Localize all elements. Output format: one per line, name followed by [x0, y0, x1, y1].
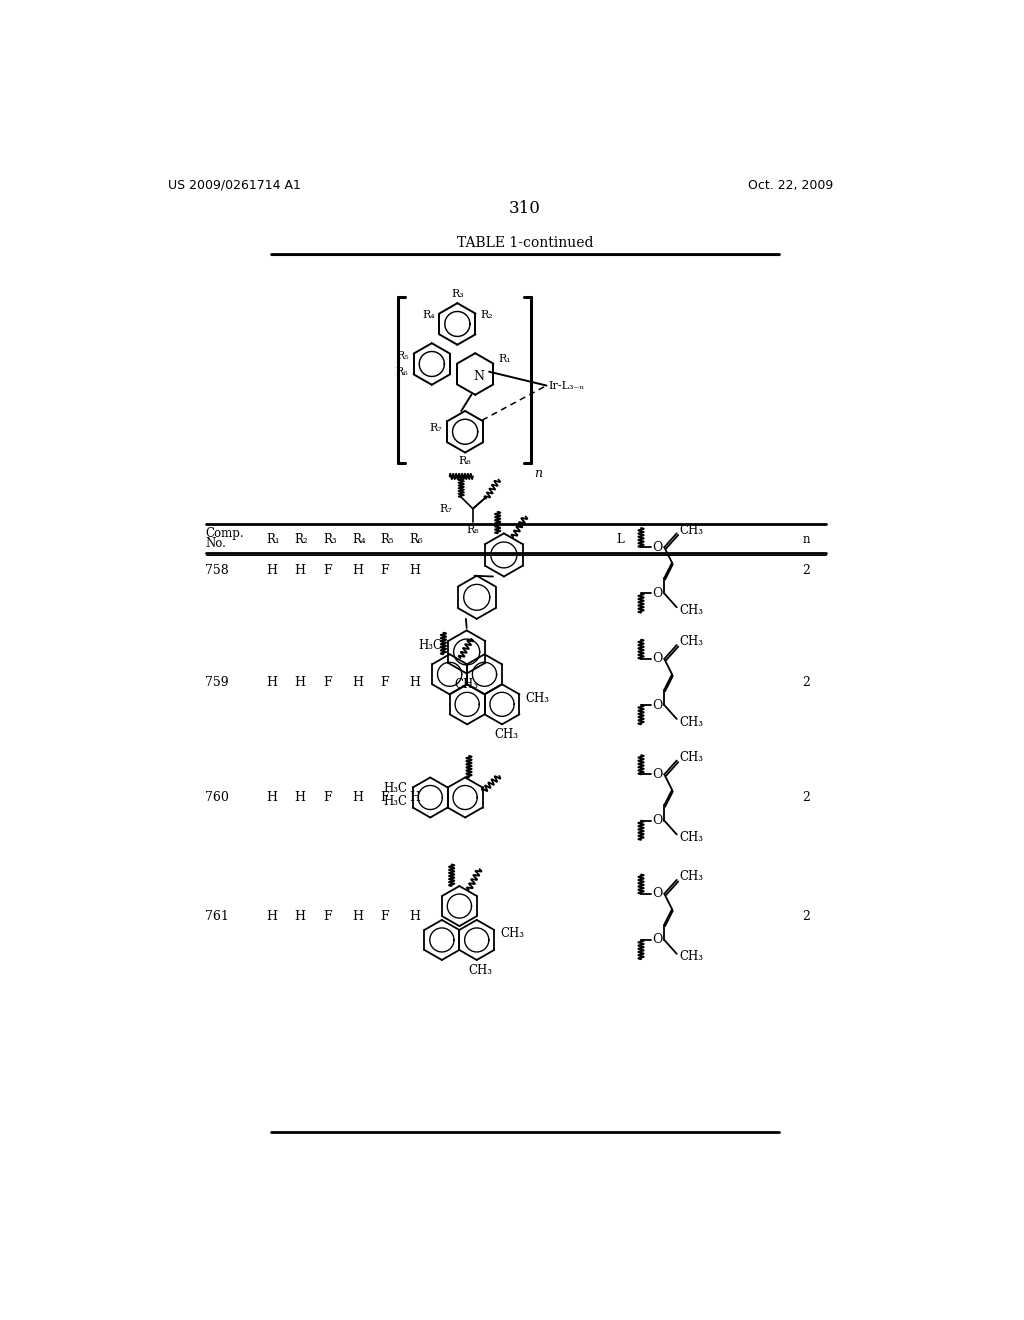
Text: O: O	[652, 933, 664, 946]
Text: R₅: R₅	[381, 533, 394, 546]
Text: N: N	[473, 370, 484, 383]
Text: H: H	[295, 676, 305, 689]
Text: R₈: R₈	[459, 457, 471, 466]
Text: n: n	[535, 467, 542, 480]
Text: F: F	[324, 676, 332, 689]
Text: H₃C: H₃C	[383, 795, 407, 808]
Text: H: H	[266, 676, 276, 689]
Text: No.: No.	[206, 537, 226, 550]
Text: H: H	[295, 911, 305, 924]
Text: R₆: R₆	[396, 367, 409, 376]
Text: O: O	[652, 887, 664, 900]
Text: H: H	[410, 791, 420, 804]
Text: CH₃: CH₃	[500, 927, 524, 940]
Text: H: H	[352, 911, 362, 924]
Text: R₁: R₁	[499, 354, 511, 363]
Text: 2: 2	[802, 911, 810, 924]
Text: CH₃: CH₃	[679, 715, 703, 729]
Text: US 2009/0261714 A1: US 2009/0261714 A1	[168, 178, 301, 191]
Text: F: F	[381, 791, 389, 804]
Text: CH₃: CH₃	[455, 678, 478, 692]
Text: CH₃: CH₃	[679, 603, 703, 616]
Text: Comp.: Comp.	[206, 527, 244, 540]
Text: H: H	[295, 791, 305, 804]
Text: TABLE 1-continued: TABLE 1-continued	[457, 236, 593, 249]
Text: F: F	[381, 564, 389, 577]
Text: H: H	[352, 676, 362, 689]
Text: CH₃: CH₃	[679, 832, 703, 843]
Text: F: F	[381, 911, 389, 924]
Text: R₁: R₁	[266, 533, 280, 546]
Text: H: H	[410, 911, 420, 924]
Text: 2: 2	[802, 564, 810, 577]
Text: CH₃: CH₃	[469, 964, 493, 977]
Text: H: H	[410, 564, 420, 577]
Text: CH₃: CH₃	[679, 751, 703, 764]
Text: R₇: R₇	[429, 422, 442, 433]
Text: n: n	[802, 533, 810, 546]
Text: R₇: R₇	[439, 504, 452, 513]
Text: H: H	[266, 791, 276, 804]
Text: H: H	[410, 676, 420, 689]
Text: O: O	[652, 541, 664, 554]
Text: H₃C: H₃C	[383, 781, 407, 795]
Text: R₂: R₂	[295, 533, 308, 546]
Text: CH₃: CH₃	[679, 635, 703, 648]
Text: R₈: R₈	[467, 525, 479, 535]
Text: Ir-L₃₋ₙ: Ir-L₃₋ₙ	[549, 380, 585, 391]
Text: O: O	[652, 768, 664, 781]
Text: O: O	[652, 814, 664, 828]
Text: CH₃: CH₃	[679, 870, 703, 883]
Text: H: H	[266, 911, 276, 924]
Text: F: F	[381, 676, 389, 689]
Text: Oct. 22, 2009: Oct. 22, 2009	[748, 178, 834, 191]
Text: R₄: R₄	[352, 533, 366, 546]
Text: R₅: R₅	[396, 351, 409, 362]
Text: 761: 761	[206, 911, 229, 924]
Text: R₄: R₄	[422, 310, 435, 319]
Text: F: F	[324, 791, 332, 804]
Text: H: H	[266, 564, 276, 577]
Text: 760: 760	[206, 791, 229, 804]
Text: H₃C: H₃C	[418, 639, 442, 652]
Text: H: H	[295, 564, 305, 577]
Text: CH₃: CH₃	[679, 950, 703, 964]
Text: F: F	[324, 911, 332, 924]
Text: L: L	[616, 533, 624, 546]
Text: O: O	[652, 587, 664, 601]
Text: 310: 310	[509, 199, 541, 216]
Text: CH₃: CH₃	[494, 729, 518, 742]
Text: R₆: R₆	[410, 533, 423, 546]
Text: H: H	[352, 564, 362, 577]
Text: CH₃: CH₃	[525, 692, 549, 705]
Text: R₃: R₃	[451, 289, 464, 300]
Text: 758: 758	[206, 564, 229, 577]
Text: O: O	[652, 652, 664, 665]
Text: R₂: R₂	[480, 310, 494, 319]
Text: 2: 2	[802, 791, 810, 804]
Text: F: F	[324, 564, 332, 577]
Text: O: O	[652, 698, 664, 711]
Text: CH₃: CH₃	[679, 524, 703, 537]
Text: 759: 759	[206, 676, 229, 689]
Text: 2: 2	[802, 676, 810, 689]
Text: R₃: R₃	[324, 533, 337, 546]
Text: H: H	[352, 791, 362, 804]
